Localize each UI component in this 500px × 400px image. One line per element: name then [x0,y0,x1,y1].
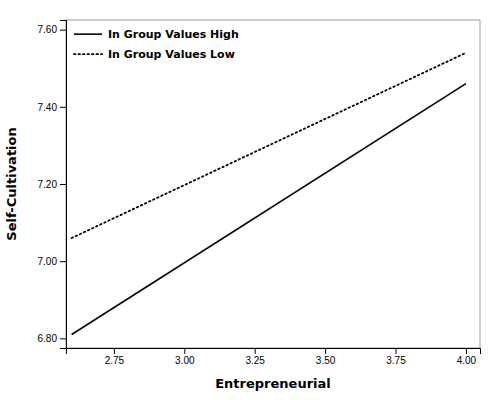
x-tick: 3.75 [386,348,406,366]
y-tick-mark [60,30,66,31]
y-tick-mark [60,107,66,108]
series-line [72,84,466,335]
plot: 2.75 3.00 3.25 3.50 3.75 4.00 6.80 7.00 7.20 7.40… [38,20,481,366]
legend-swatch [74,33,102,35]
x-tick-label: 3.50 [316,355,336,366]
x-tick-mark [114,348,115,354]
x-tick-mark [325,348,326,354]
y-tick-mark [60,338,66,339]
x-axis-title: Entrepreneurial [215,376,331,391]
y-tick-label: 7.40 [38,102,58,113]
legend-entry: In Group Values High [74,28,239,41]
y-tick: 7.60 [38,24,66,35]
series-group [72,53,466,335]
y-tick-label: 6.80 [38,333,58,344]
x-tick-mark [184,348,185,354]
x-tick-mark [255,348,256,354]
y-tick: 6.80 [38,333,66,344]
series-line [72,53,466,238]
y-tick-label: 7.60 [38,24,58,35]
x-tick-label: 4.00 [457,355,477,366]
y-axis: 6.80 7.00 7.20 7.40 7.60 [38,21,67,349]
x-tick: 3.25 [245,348,265,366]
y-tick-mark [60,184,66,185]
x-tick-label: 3.00 [175,355,195,366]
x-tick-mark [466,348,467,354]
legend-label: In Group Values Low [108,48,235,61]
x-tick-label: 3.75 [386,355,406,366]
x-axis-line [67,349,481,355]
x-tick-mark [396,348,397,354]
legend-label: In Group Values High [108,28,239,41]
legend-entry: In Group Values Low [74,48,235,61]
x-tick-label: 3.25 [245,355,265,366]
x-tick: 4.00 [457,348,477,366]
x-tick: 3.50 [316,348,336,366]
y-axis-title: Self-Cultivation [4,127,19,240]
y-axis-line [60,21,67,349]
chart: 2.75 3.00 3.25 3.50 3.75 4.00 6.80 7.00 7.20 7.40… [0,0,500,400]
legend: In Group Values High In Group Values Low [74,28,239,61]
x-axis: 2.75 3.00 3.25 3.50 3.75 4.00 [67,348,481,366]
y-tick: 7.00 [38,256,66,267]
y-tick: 7.20 [38,179,66,190]
x-tick: 3.00 [175,348,195,366]
plot-frame [66,20,480,348]
legend-swatch [74,53,102,55]
y-tick: 7.40 [38,102,66,113]
y-tick-label: 7.00 [38,256,58,267]
y-tick-mark [60,261,66,262]
y-tick-label: 7.20 [38,179,58,190]
x-tick-label: 2.75 [105,355,125,366]
x-tick: 2.75 [105,348,125,366]
